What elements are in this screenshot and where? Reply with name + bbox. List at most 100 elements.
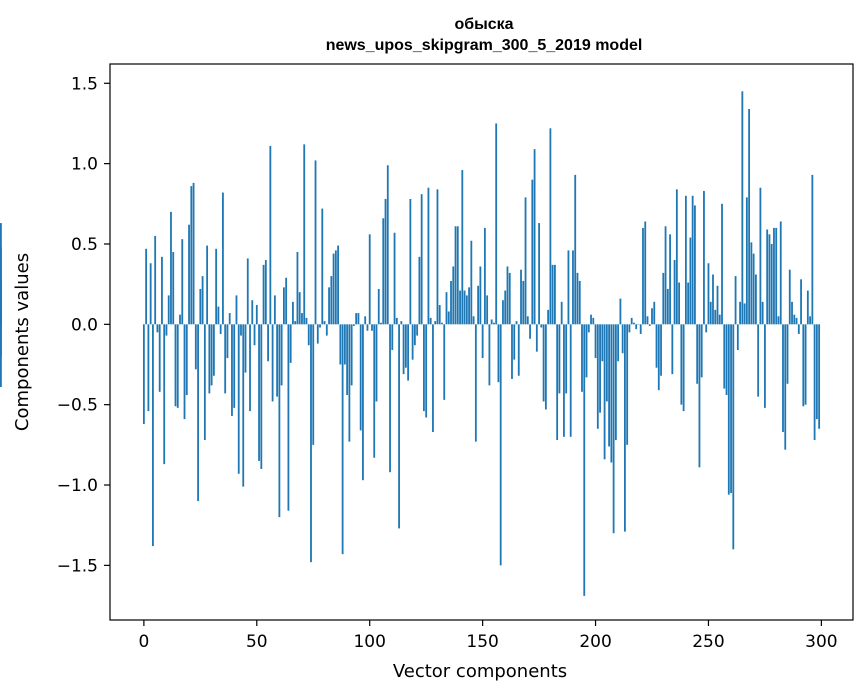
bar-215 <box>628 324 631 333</box>
bar-223 <box>646 316 649 325</box>
bar-95 <box>357 313 360 325</box>
bar-194 <box>581 324 583 392</box>
y-axis-label: Components values <box>12 253 33 431</box>
bar-134 <box>445 292 448 325</box>
bar-165 <box>515 321 518 325</box>
bar-166 <box>517 324 520 376</box>
bar-70 <box>301 313 303 325</box>
bar-97 <box>362 324 364 481</box>
bar-92 <box>350 324 353 386</box>
bar-205 <box>605 324 608 402</box>
bar-184 <box>558 324 561 394</box>
bar-115 <box>402 324 405 375</box>
bar-293 <box>804 324 807 405</box>
bar-114 <box>400 321 403 325</box>
bar-267 <box>745 197 748 325</box>
bar-198 <box>590 314 592 325</box>
bar-14 <box>174 324 177 407</box>
bar-170 <box>526 316 529 325</box>
bar-72 <box>305 317 308 325</box>
bar-71 <box>303 144 306 325</box>
bar-50 <box>255 305 258 325</box>
bar-289 <box>795 317 798 325</box>
bar-128 <box>432 324 434 432</box>
bar-258 <box>725 324 728 396</box>
bar-287 <box>791 301 793 325</box>
bar-87 <box>339 324 342 365</box>
bar-183 <box>556 324 559 441</box>
bar-207 <box>610 324 613 463</box>
bar-252 <box>712 274 714 325</box>
bar-85 <box>334 250 337 325</box>
bar-246 <box>698 324 701 468</box>
bar-174 <box>535 324 538 352</box>
bar-58 <box>273 295 276 325</box>
bar-3 <box>149 263 152 325</box>
y-axis-ticks: −1.5 −1.0 −0.5 0.0 0.5 1.0 1.5 <box>57 74 110 576</box>
bar-167 <box>520 269 522 325</box>
bar-199 <box>592 317 595 325</box>
bar-254 <box>716 285 719 325</box>
chart-title-line-1: обыска <box>454 16 513 33</box>
bar-76 <box>314 160 317 325</box>
bar-224 <box>648 324 651 326</box>
bar-102 <box>373 324 376 458</box>
bar-278 <box>770 243 773 325</box>
bar-239 <box>682 324 685 412</box>
bar-281 <box>777 316 780 325</box>
bar-216 <box>630 317 633 325</box>
bar-53 <box>262 264 265 325</box>
bar-277 <box>768 234 771 325</box>
bar-145 <box>470 240 473 325</box>
bar-180 <box>549 128 552 325</box>
bar-25 <box>199 288 202 325</box>
bar-164 <box>513 324 516 360</box>
bar-241 <box>687 282 690 325</box>
y-tick-label-0: −1.5 <box>57 556 98 576</box>
bar-152 <box>486 295 489 325</box>
bar-107 <box>384 198 387 325</box>
bar-274 <box>761 301 764 325</box>
bar-187 <box>565 324 568 394</box>
bar-209 <box>614 324 617 441</box>
bar-91 <box>348 324 351 442</box>
bar-99 <box>366 324 369 331</box>
bar-283 <box>782 324 784 432</box>
bar-116 <box>404 324 407 368</box>
bar-79 <box>321 208 324 325</box>
bar-159 <box>502 300 504 325</box>
bar-201 <box>596 324 599 429</box>
bar-121 <box>416 324 419 336</box>
bar-141 <box>461 170 464 325</box>
bar-105 <box>380 322 382 325</box>
bar-150 <box>481 324 484 359</box>
bar-59 <box>276 324 279 397</box>
bar-182 <box>553 264 556 325</box>
bar-231 <box>664 226 667 325</box>
bar-27 <box>203 324 206 441</box>
bar-4 <box>152 324 154 547</box>
bar-68 <box>296 252 299 325</box>
bar-101 <box>371 324 373 331</box>
bar-256 <box>721 203 723 325</box>
bar-35 <box>222 192 224 325</box>
bar-189 <box>569 324 572 437</box>
bar-160 <box>504 290 507 325</box>
bar-153 <box>488 324 491 386</box>
bar-39 <box>231 324 233 416</box>
bar-133 <box>443 324 446 400</box>
bar-12 <box>170 211 172 325</box>
bar-100 <box>368 234 371 325</box>
bar-290 <box>797 324 800 334</box>
bar-203 <box>601 324 604 362</box>
bar-89 <box>343 324 346 365</box>
bar-228 <box>657 324 660 391</box>
x-tick-label-150: 150 <box>466 632 498 652</box>
bar-124 <box>423 324 425 412</box>
bar-250 <box>707 263 710 325</box>
bar-195 <box>583 324 586 596</box>
bar-229 <box>660 324 662 376</box>
bar-295 <box>809 316 811 325</box>
chart-title: обыска news_upos_skipgram_300_5_2019 mod… <box>326 16 643 54</box>
bar-104 <box>377 288 380 325</box>
